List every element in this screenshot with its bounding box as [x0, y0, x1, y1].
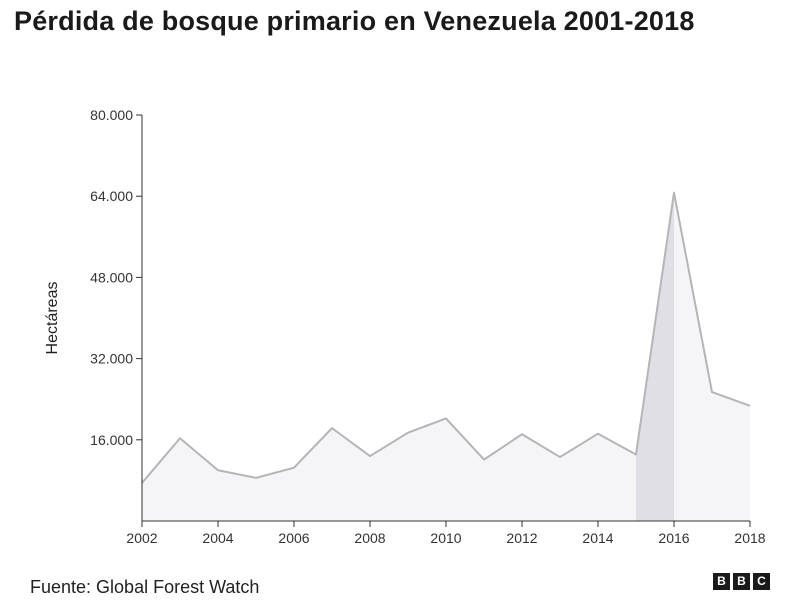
y-tick-label: 80.000	[90, 107, 133, 123]
data-point	[482, 458, 486, 462]
data-point	[368, 454, 372, 458]
bbc-logo: B B C	[713, 573, 770, 590]
source-note: Fuente: Global Forest Watch	[30, 577, 260, 597]
y-tick-label: 64.000	[90, 188, 133, 204]
data-point	[710, 390, 714, 394]
data-point	[254, 476, 258, 480]
data-point	[216, 468, 220, 472]
logo-letter: B	[733, 573, 750, 590]
x-tick-label: 2016	[658, 530, 689, 546]
data-point	[178, 436, 182, 440]
y-tick-label: 32.000	[90, 351, 133, 367]
data-point	[672, 191, 676, 195]
data-point	[596, 432, 600, 436]
data-point	[634, 453, 638, 457]
x-tick-label: 2018	[734, 530, 765, 546]
x-tick-label: 2006	[278, 530, 309, 546]
x-tick-label: 2008	[354, 530, 385, 546]
y-tick-label: 16.000	[90, 432, 133, 448]
area-fill	[142, 192, 750, 521]
data-point	[292, 466, 296, 470]
logo-letter: C	[753, 573, 770, 590]
data-point	[558, 455, 562, 459]
data-point	[444, 416, 448, 420]
series-line	[141, 191, 751, 484]
data-point	[330, 426, 334, 430]
data-point	[748, 404, 752, 408]
x-tick-label: 2014	[582, 530, 613, 546]
area-chart: 16.000 32.000 48.000 64.000 80.000 2002 2004 20…	[44, 107, 766, 546]
data-point	[406, 431, 410, 435]
x-tick-label: 2002	[126, 530, 157, 546]
y-axis-label: Hectáreas	[44, 282, 61, 355]
logo-letter: B	[713, 573, 730, 590]
highlight-area	[636, 192, 674, 521]
chart-title: Pérdida de bosque primario en Venezuela …	[14, 6, 695, 36]
x-tick-label: 2010	[430, 530, 461, 546]
x-tick-label: 2004	[202, 530, 233, 546]
y-tick-label: 48.000	[90, 269, 133, 285]
data-point	[520, 432, 524, 436]
x-tick-label: 2012	[506, 530, 537, 546]
